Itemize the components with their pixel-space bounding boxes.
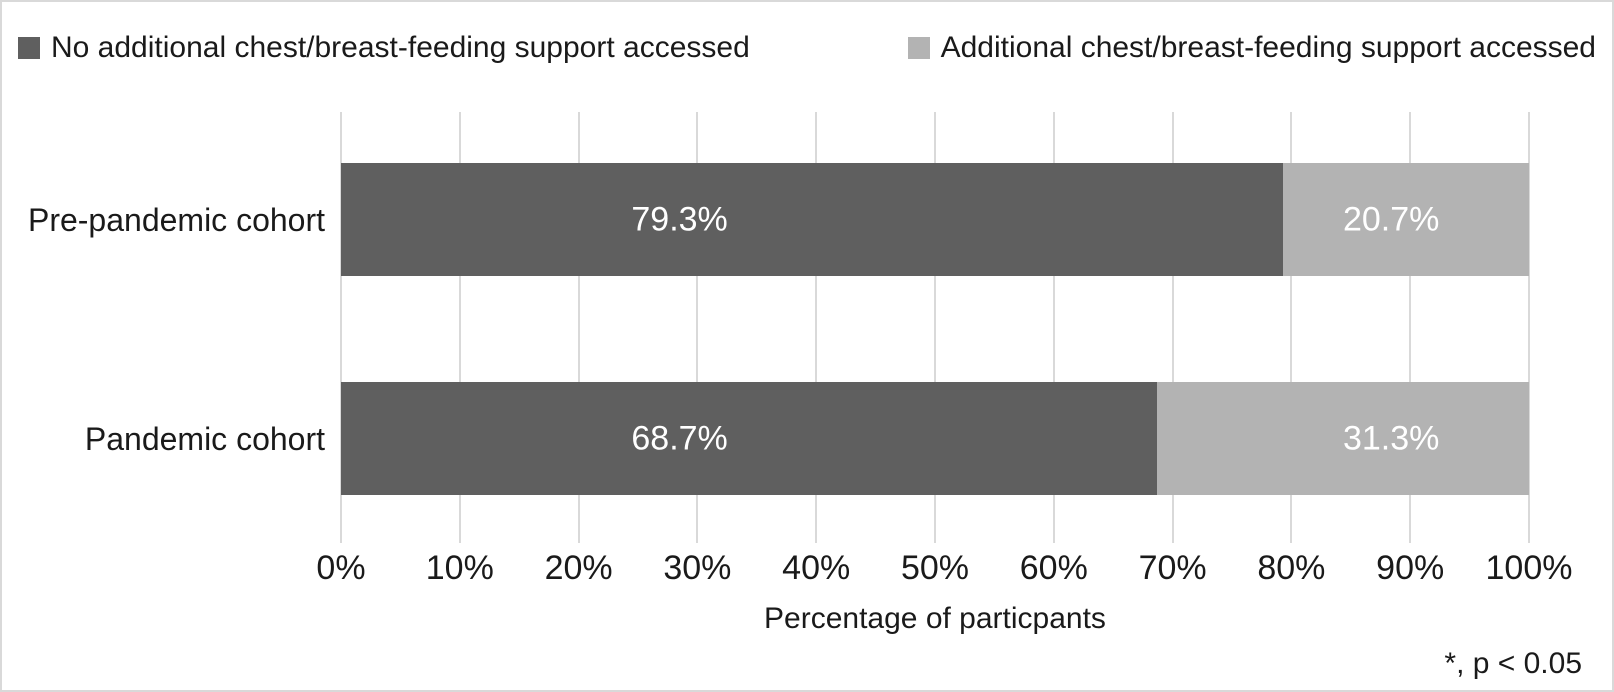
gridline [696, 112, 699, 543]
x-axis-title: Percentage of particpants [764, 602, 1106, 635]
bar-value-label: 79.3% [631, 200, 728, 238]
legend-item-support: Additional chest/breast-feeding support … [907, 30, 1596, 66]
x-axis-tick: 30% [663, 549, 732, 587]
legend-label-no-support: No additional chest/breast-feeding suppo… [51, 31, 750, 64]
legend-swatch-dark-icon [18, 37, 40, 59]
x-axis-tick: 50% [900, 549, 970, 587]
x-axis-tick: 60% [1019, 549, 1088, 587]
category-label: Pre-pandemic cohort [27, 201, 325, 238]
gridline [340, 112, 342, 543]
gridline [1052, 112, 1055, 543]
bar-value-label: 31.3% [1342, 419, 1440, 457]
x-axis-tick: 40% [782, 549, 851, 587]
plot-area: 79.3% 20.7% 68.7% 31.3% [340, 112, 1530, 543]
bar-segment-support [1283, 163, 1529, 276]
bar-row: 68.7% 31.3% [341, 382, 1529, 495]
gridline [577, 112, 580, 543]
legend-label-support: Additional chest/breast-feeding support … [940, 31, 1596, 64]
legend-item-no-support: No additional chest/breast-feeding suppo… [18, 30, 750, 66]
x-axis-tick: 10% [425, 549, 494, 587]
bar-value-label: 68.7% [631, 419, 728, 457]
bar-row: 79.3% 20.7% [341, 163, 1529, 276]
x-axis-tick: 70% [1138, 549, 1207, 587]
x-axis-tick: 100% [1485, 549, 1573, 587]
gridline [458, 112, 461, 543]
gridline [1409, 112, 1412, 543]
legend-swatch-light-icon [907, 37, 930, 59]
gridline [1171, 112, 1174, 543]
x-axis-tick: 80% [1257, 549, 1326, 587]
bar-value-label: 20.7% [1342, 200, 1440, 238]
gridline [934, 112, 936, 543]
gridline [1528, 112, 1530, 543]
bar-segment-no-support [341, 163, 1284, 276]
legend: No additional chest/breast-feeding suppo… [18, 30, 1596, 66]
x-axis-tick: 90% [1376, 549, 1445, 587]
category-label: Pandemic cohort [84, 420, 325, 457]
gridline [1290, 112, 1293, 543]
x-axis-tick: 20% [544, 549, 613, 587]
gridline [815, 112, 818, 543]
bar-segment-support [1157, 382, 1529, 495]
bar-segment-no-support [341, 382, 1158, 495]
x-axis-ticks: 0% 10% 20% 30% 40% 50% 60% 70% 80% 90% 100% [316, 548, 1572, 588]
significance-note: *, p < 0.05 [1444, 647, 1582, 680]
x-axis-tick: 0% [316, 549, 366, 587]
